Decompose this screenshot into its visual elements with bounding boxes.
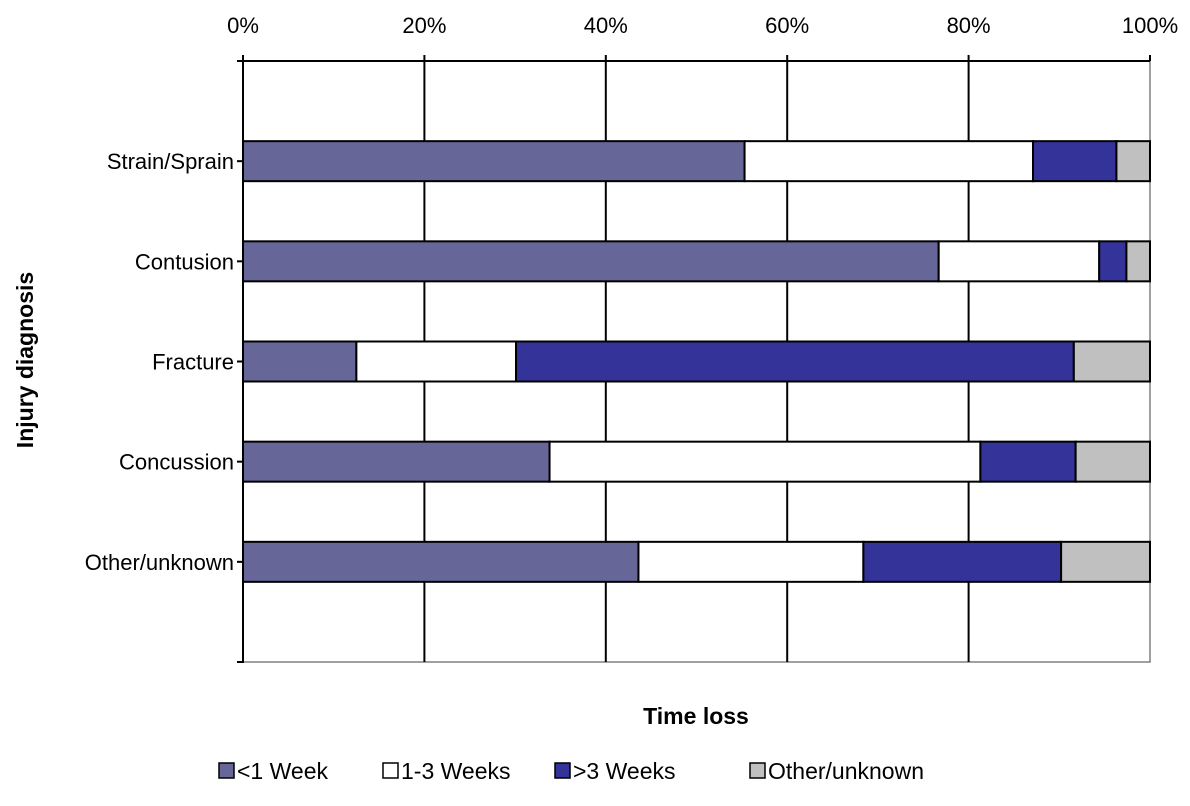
legend: <1 Week 1-3 Weeks >3 Weeks Other/unknown [218, 758, 924, 784]
bar-segment [515, 340, 1075, 383]
x-tick-label: 60% [765, 13, 809, 38]
category-label: Strain/Sprain [107, 149, 234, 174]
bar-segment [1074, 440, 1151, 483]
labels-layer: 0% 20% 40% 60% 80% 100% Strain/Sprain Contusion… [85, 13, 1178, 575]
bar-segment [242, 540, 640, 583]
bar-segment [937, 240, 1101, 283]
legend-label: >3 Weeks [573, 758, 676, 784]
bar-segment [242, 140, 746, 183]
bar-segment [242, 440, 551, 483]
x-tick-label: 20% [402, 13, 446, 38]
legend-label: 1-3 Weeks [401, 758, 511, 784]
legend-item: <1 Week [218, 758, 328, 784]
category-label: Concussion [119, 450, 234, 475]
category-label: Contusion [135, 249, 234, 274]
bar-segment [1115, 140, 1152, 183]
bar-segment [743, 140, 1034, 183]
y-axis-title: Injury diagnosis [12, 272, 38, 448]
legend-label: Other/unknown [768, 758, 924, 784]
bar-segment [1072, 340, 1152, 383]
bars-layer [242, 140, 1152, 583]
legend-item: 1-3 Weeks [382, 758, 511, 784]
bar-segment [862, 540, 1063, 583]
bar-segment [242, 340, 358, 383]
x-tick-label: 0% [227, 13, 259, 38]
legend-swatch [554, 762, 571, 779]
x-tick-label: 80% [947, 13, 991, 38]
axis-layer [237, 55, 1151, 663]
legend-swatch [749, 762, 766, 779]
legend-label: <1 Week [237, 758, 328, 784]
bar-segment [355, 340, 518, 383]
bar-segment [1098, 240, 1128, 283]
legend-item: >3 Weeks [554, 758, 676, 784]
bar-segment [242, 240, 940, 283]
category-label: Other/unknown [85, 550, 234, 575]
x-tick-label: 100% [1122, 13, 1178, 38]
bar-segment [1125, 240, 1151, 283]
bar-segment [548, 440, 982, 483]
bar-segment [979, 440, 1077, 483]
x-tick-label: 40% [584, 13, 628, 38]
category-label: Fracture [152, 350, 234, 375]
bar-segment [1031, 140, 1118, 183]
legend-swatch [382, 762, 399, 779]
bar-segment [637, 540, 865, 583]
legend-swatch [218, 762, 235, 779]
bar-segment [1060, 540, 1152, 583]
x-axis-title: Time loss [643, 703, 749, 729]
legend-item: Other/unknown [749, 758, 924, 784]
